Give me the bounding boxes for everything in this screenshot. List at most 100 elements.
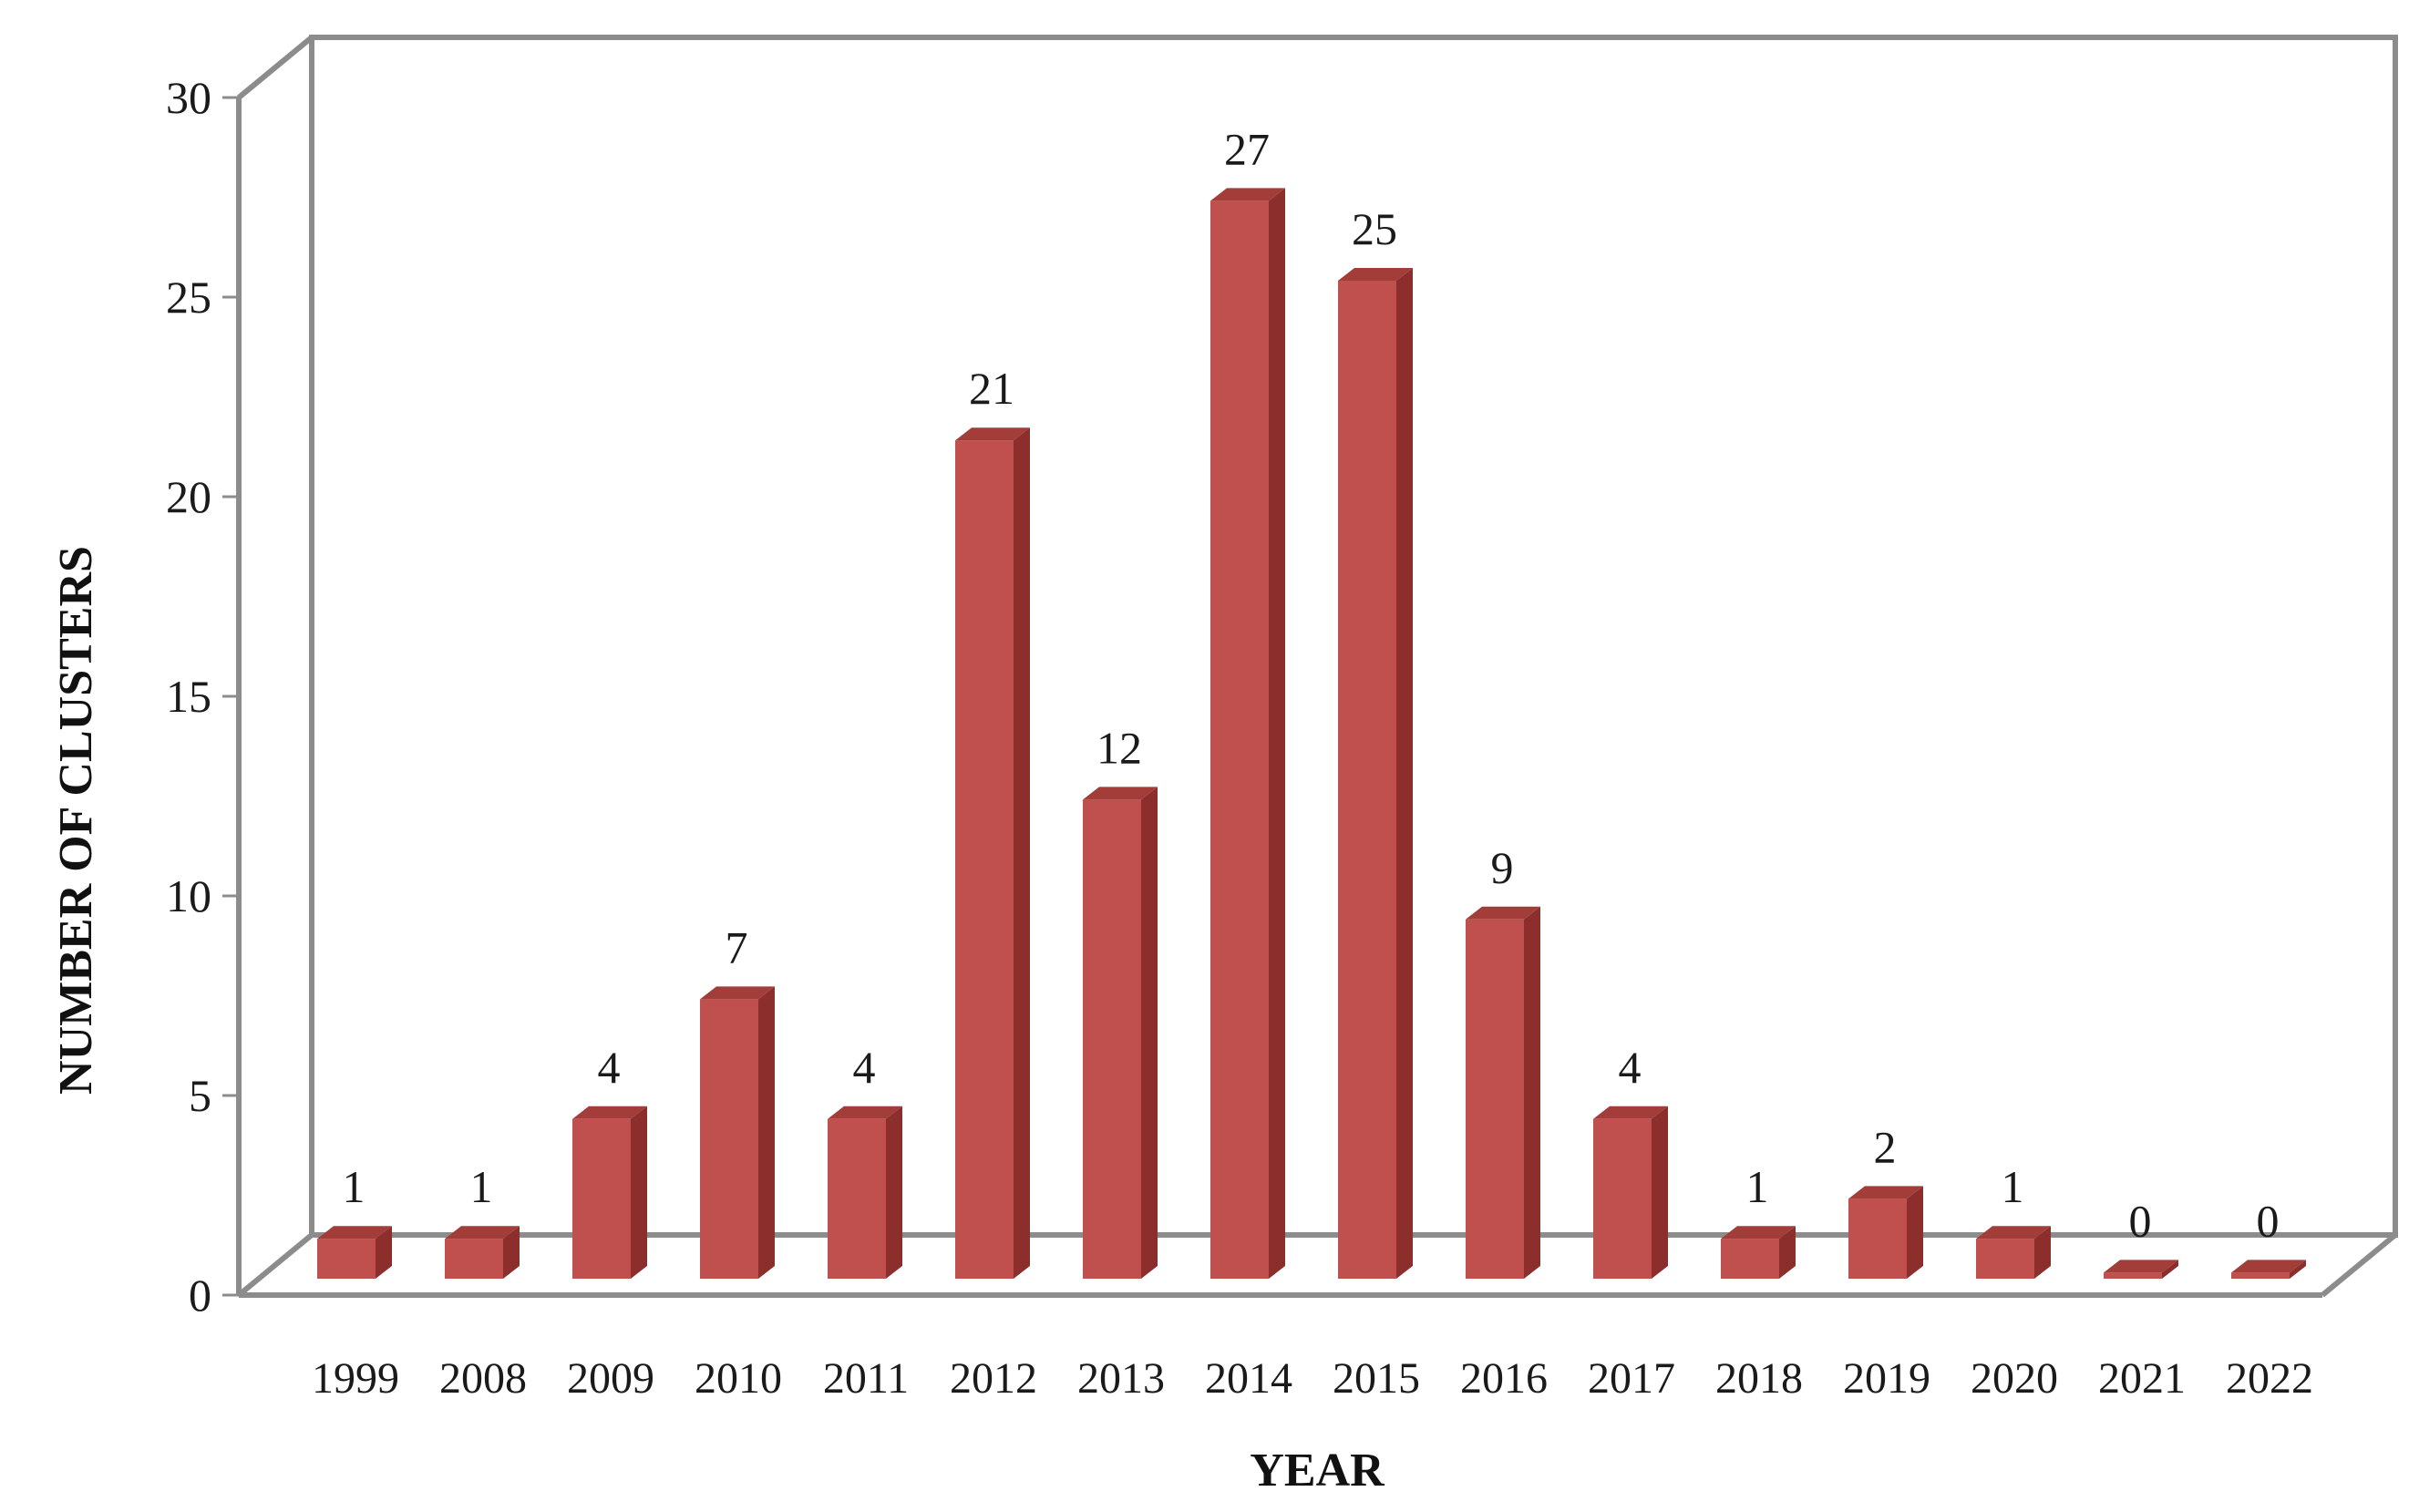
bar-top [1848,1186,1923,1199]
bar-front [1210,201,1269,1279]
bar-front [828,1118,886,1279]
bar [700,986,775,1279]
bar-top [445,1226,520,1239]
bar-side [1652,1106,1668,1279]
data-label: 4 [853,1042,876,1093]
bar-front [572,1118,631,1279]
x-tick-label: 2017 [1588,1354,1675,1403]
data-label: 4 [598,1042,621,1093]
bar [445,1226,520,1279]
bar-front [2104,1272,2162,1279]
bar-side [1141,787,1158,1279]
data-label: 0 [2257,1195,2280,1246]
bar-front [1083,799,1141,1279]
bar-side [886,1106,902,1279]
bar-top [1721,1226,1796,1239]
frame-edge-bottom-left [237,1232,314,1298]
bar-top [828,1106,902,1119]
data-label: 1 [2002,1161,2024,1212]
data-label: 1 [343,1161,365,1212]
bar-front [1338,281,1396,1279]
y-axis: 0 5 10 15 20 25 30 [166,72,239,1321]
data-label: 21 [969,363,1014,414]
bar-top [1338,268,1413,281]
bar [2104,1260,2178,1279]
x-axis: 1999 2008 2009 2010 2011 2012 2013 2014 2015 2016… [312,1354,2313,1403]
data-label: 25 [1352,203,1397,254]
bar-front [1721,1239,1779,1279]
bar-top [2104,1260,2178,1273]
x-tick-label: 1999 [312,1354,399,1403]
bar [1721,1226,1796,1279]
bar-top [700,986,775,1000]
x-tick-label: 2010 [695,1354,782,1403]
bar [2231,1260,2306,1279]
x-tick-label: 2011 [823,1354,909,1403]
bar [1848,1186,1923,1279]
chart-frame [236,35,2398,1298]
bar-front [955,440,1014,1279]
bar-side [1524,906,1540,1279]
bar-top [955,427,1030,441]
bar-side [2162,1260,2178,1279]
bar-top [1466,906,1540,920]
bar-front [2231,1272,2290,1279]
data-label: 1 [1746,1161,1769,1212]
bar-front [445,1239,503,1279]
data-label: 1 [470,1161,493,1212]
bar-side [376,1226,392,1279]
bar-side [758,986,775,1279]
y-tick-label: 30 [166,72,211,123]
x-tick-label: 2015 [1333,1354,1420,1403]
x-tick-label: 2014 [1205,1354,1292,1403]
x-tick-label: 2013 [1077,1354,1165,1403]
x-axis-title: YEAR [1250,1445,1385,1497]
bar [1083,787,1158,1279]
bar-side [1396,268,1413,1279]
x-tick-label: 2009 [567,1354,654,1403]
bar-top [1976,1226,2051,1239]
y-tick-label: 25 [166,272,211,323]
bar-top [317,1226,392,1239]
bar [828,1106,902,1279]
bar-side [503,1226,520,1279]
bar-top [572,1106,647,1119]
bar-front [317,1239,376,1279]
bar-top [1210,188,1285,201]
data-label: 9 [1491,842,1514,893]
y-tick-label: 0 [189,1270,211,1321]
bars [317,188,2306,1279]
bar [1976,1226,2051,1279]
y-tick-label: 20 [166,471,211,522]
data-label: 7 [726,921,748,972]
data-label: 12 [1096,722,1142,773]
y-tick-label: 10 [166,870,211,921]
bar-front [1976,1239,2034,1279]
bar-front [1466,919,1524,1279]
data-label: 27 [1224,123,1270,174]
bar [1593,1106,1668,1279]
bar-side [1014,427,1030,1279]
bar [1466,906,1540,1279]
bar-top [1593,1106,1668,1119]
x-tick-label: 2008 [439,1354,527,1403]
bar-front [1593,1118,1652,1279]
x-tick-label: 2018 [1715,1354,1803,1403]
bar [1338,268,1413,1279]
bar-side [1779,1226,1796,1279]
x-tick-label: 2019 [1843,1354,1930,1403]
bar [955,427,1030,1279]
y-tick-label: 5 [189,1070,211,1121]
bar-front [700,999,758,1279]
x-tick-label: 2012 [950,1354,1037,1403]
bar-side [2034,1226,2051,1279]
bar-front [1848,1198,1907,1279]
bar-side [631,1106,647,1279]
bar-top [2231,1260,2306,1273]
bar [317,1226,392,1279]
y-tick-label: 15 [166,671,211,722]
x-tick-label: 2022 [2226,1354,2313,1403]
data-label: 0 [2129,1195,2152,1246]
bar-top [1083,787,1158,800]
